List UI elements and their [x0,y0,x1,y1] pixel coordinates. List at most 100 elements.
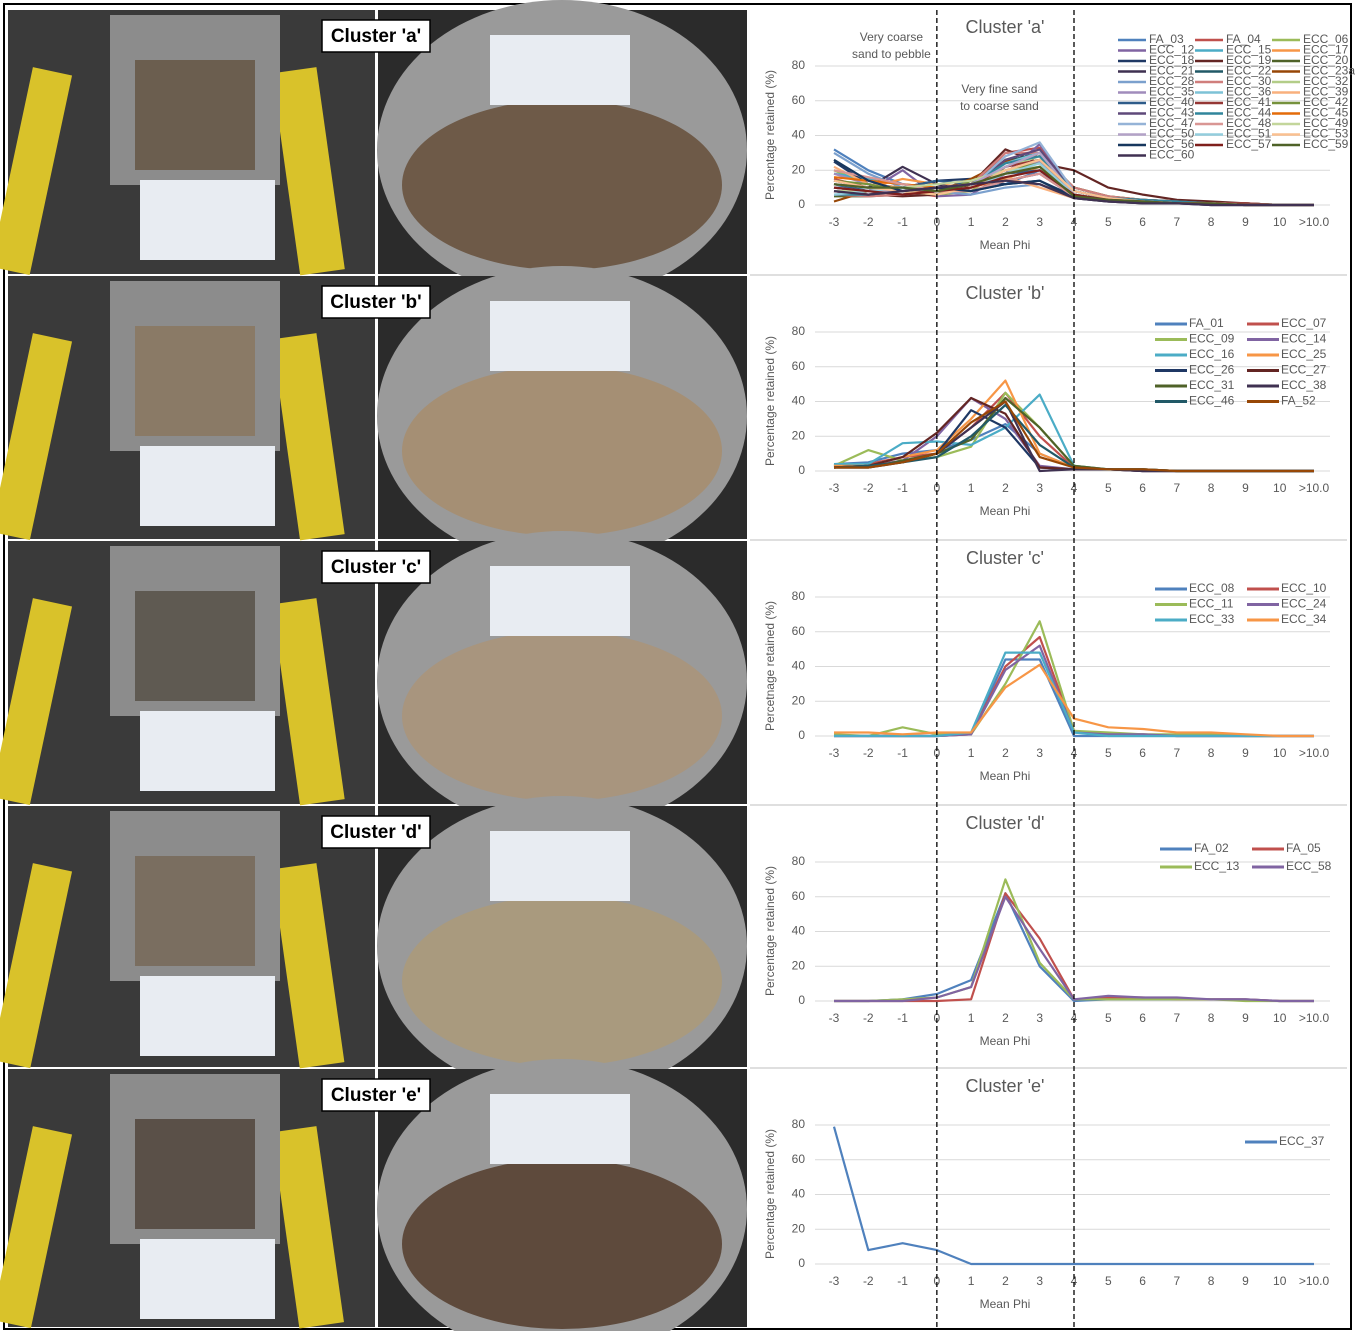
legend-label: ECC_18 [1149,53,1195,67]
legend-label: ECC_19 [1226,53,1272,67]
chart-title: Cluster 'a' [966,17,1045,37]
legend-label: ECC_25 [1281,347,1327,361]
legend-label: ECC_41 [1226,95,1272,109]
series-line [832,1126,1314,1266]
x-tick-label: 2 [1002,1274,1009,1288]
grab-sediment [135,591,255,701]
rail [271,333,345,541]
legend-label: FA_04 [1226,32,1261,46]
x-tick-label: 9 [1242,481,1249,495]
x-tick-label: 8 [1208,1274,1215,1288]
legend-label: ECC_59 [1303,137,1349,151]
legend-label: FA_52 [1281,394,1316,408]
x-tick-label: 9 [1242,746,1249,760]
x-tick-label: 9 [1242,1011,1249,1025]
sample-card [140,1239,275,1319]
sieve-sediment [402,896,722,1066]
sample-card [140,976,275,1056]
chart-title: Cluster 'c' [966,548,1044,568]
x-tick-label: 1 [968,1011,975,1025]
x-tick-label: 8 [1208,1011,1215,1025]
rail [0,67,73,276]
x-tick-label: 7 [1174,1011,1181,1025]
x-tick-label: 9 [1242,215,1249,229]
x-tick-label: 1 [968,1274,975,1288]
x-axis-label: Mean Phi [980,769,1031,783]
photo-label: Cluster 'd' [330,822,421,843]
chart-title: Cluster 'd' [966,813,1045,833]
x-tick-label: -2 [863,1274,874,1288]
sample-card [140,446,275,526]
legend-label: ECC_47 [1149,116,1195,130]
y-tick-label: 0 [798,993,805,1007]
photo-label: Cluster 'b' [330,292,421,313]
x-tick-label: 5 [1105,1011,1112,1025]
x-tick-label: 1 [968,481,975,495]
x-tick-label: 0 [934,746,941,760]
rail [271,1126,344,1329]
legend-label: ECC_31 [1189,378,1235,392]
photo-label: Cluster 'e' [331,1085,421,1106]
x-tick-label: 0 [934,1274,941,1288]
legend-label: ECC_16 [1189,347,1235,361]
x-tick-label: -2 [863,1011,874,1025]
legend-label: ECC_11 [1189,597,1234,611]
y-tick-label: 20 [792,1221,806,1235]
sieve-sediment [402,100,722,270]
legend-label: ECC_53 [1303,127,1349,141]
x-tick-label: 9 [1242,1274,1249,1288]
legend-label: ECC_14 [1281,332,1327,346]
photo-label-box [321,1078,431,1112]
photo-label: Cluster 'c' [331,557,421,578]
annotation: sand to pebble [852,47,931,61]
legend-label: FA_05 [1286,841,1321,855]
x-tick-label: 3 [1036,1274,1043,1288]
annotation: Very fine sand [961,82,1037,96]
x-tick-label: 6 [1139,215,1146,229]
legend-label: ECC_28 [1149,74,1195,88]
x-tick-label: 7 [1174,215,1181,229]
x-tick-label: 1 [968,746,975,760]
legend-label: ECC_12 [1149,43,1195,57]
legend-label: ECC_58 [1286,859,1332,873]
legend-label: ECC_23a [1303,64,1355,78]
y-tick-label: 60 [792,889,806,903]
x-tick-label: 6 [1139,1011,1146,1025]
y-tick-label: 60 [792,359,806,373]
legend-label: ECC_37 [1279,1134,1325,1148]
y-tick-label: 0 [798,1256,805,1270]
x-tick-label: 5 [1105,1274,1112,1288]
x-tick-label: -1 [897,215,908,229]
legend-label: ECC_35 [1149,85,1195,99]
x-tick-label: 7 [1174,481,1181,495]
y-tick-label: 20 [792,693,806,707]
legend-label: ECC_34 [1281,612,1327,626]
y-tick-label: 20 [792,958,806,972]
x-tick-label: -3 [829,1011,840,1025]
y-tick-label: 0 [798,728,805,742]
x-tick-label: 10 [1273,1274,1287,1288]
rail [0,863,73,1069]
x-tick-label: 2 [1002,1011,1009,1025]
annotation: Very coarse [860,30,924,44]
y-tick-label: 20 [792,162,806,176]
legend-label: ECC_39 [1303,85,1349,99]
legend-label: ECC_51 [1226,127,1272,141]
x-tick-label: 0 [934,481,941,495]
x-tick-label: -2 [863,481,874,495]
x-tick-label: 4 [1071,1274,1078,1288]
sieve-sediment [402,366,722,536]
legend-label: FA_03 [1149,32,1184,46]
x-tick-label: 6 [1139,481,1146,495]
legend-label: ECC_32 [1303,74,1349,88]
legend-label: FA_01 [1189,316,1224,330]
sieve-card [490,35,630,105]
legend-label: ECC_44 [1226,106,1272,120]
legend-label: ECC_42 [1303,95,1349,109]
x-tick-label: 1 [968,215,975,229]
x-tick-label: 3 [1036,481,1043,495]
y-axis-label: Percentage retained (%) [763,1129,777,1259]
x-tick-label: >10.0 [1299,481,1330,495]
x-tick-label: 5 [1105,215,1112,229]
